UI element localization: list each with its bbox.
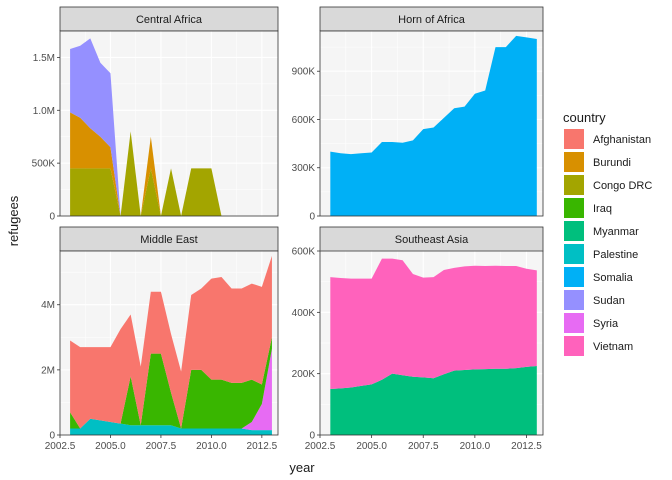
y-tick-label: 0 xyxy=(49,431,55,442)
area-horn-of-africa-somalia xyxy=(330,35,537,216)
legend-title: country xyxy=(563,110,606,125)
y-axis-title: refugees xyxy=(6,195,21,246)
legend-key-palestine xyxy=(564,244,584,264)
legend-key-iraq xyxy=(564,198,584,218)
panel-border-southeast-asia xyxy=(319,250,544,436)
legend-key-congo-drc xyxy=(564,175,584,195)
legend-key-burundi xyxy=(564,152,584,172)
legend-label: Vietnam xyxy=(593,341,633,353)
y-tick-label: 0 xyxy=(309,212,315,223)
y-tick-label: 600K xyxy=(292,247,316,258)
area-southeast-asia-vietnam xyxy=(330,258,537,389)
x-tick-label: 2002.5 xyxy=(305,441,336,452)
x-tick-label: 2002.5 xyxy=(45,441,76,452)
legend-label: Sudan xyxy=(593,295,625,307)
legend-label: Somalia xyxy=(593,272,634,284)
legend-label: Burundi xyxy=(593,157,631,169)
facet-strip-southeast-asia xyxy=(319,226,544,252)
y-tick-label: 4M xyxy=(41,300,55,311)
area-southeast-asia-myanmar xyxy=(330,366,537,435)
area-middle-east-syria xyxy=(70,348,272,431)
y-tick-label: 600K xyxy=(292,115,316,126)
legend-label: Congo DRC xyxy=(593,180,652,192)
legend-label: Palestine xyxy=(593,249,638,261)
area-central-africa-sudan xyxy=(70,38,272,217)
x-tick-label: 2012.5 xyxy=(511,441,542,452)
x-tick-label: 2007.5 xyxy=(408,441,439,452)
legend-key-somalia xyxy=(564,267,584,287)
x-tick-label: 2005.0 xyxy=(356,441,387,452)
legend-key-afghanistan xyxy=(564,129,584,149)
legend-label: Iraq xyxy=(593,203,612,215)
panel-border-horn-of-africa xyxy=(319,30,544,217)
x-axis-title: year xyxy=(289,460,315,475)
legend-key-syria xyxy=(564,313,584,333)
legend-label: Myanmar xyxy=(593,226,639,238)
legend-key-myanmar xyxy=(564,221,584,241)
area-middle-east-afghanistan xyxy=(70,255,272,429)
x-tick-label: 2010.0 xyxy=(196,441,227,452)
y-tick-label: 1.5M xyxy=(33,53,55,64)
y-tick-label: 1.0M xyxy=(33,106,55,117)
facet-strip-middle-east xyxy=(59,226,279,252)
legend-label: Afghanistan xyxy=(593,134,651,146)
x-tick-label: 2005.0 xyxy=(95,441,126,452)
facet-title-southeast-asia: Southeast Asia xyxy=(395,234,469,246)
y-tick-label: 2M xyxy=(41,365,55,376)
y-tick-label: 400K xyxy=(292,308,316,319)
panel-border-middle-east xyxy=(59,250,279,436)
y-tick-label: 0 xyxy=(49,212,55,223)
x-tick-label: 2010.0 xyxy=(460,441,491,452)
y-tick-label: 200K xyxy=(292,369,316,380)
legend-key-vietnam xyxy=(564,336,584,356)
facet-title-central-africa: Central Africa xyxy=(136,14,203,26)
x-tick-label: 2007.5 xyxy=(146,441,177,452)
y-tick-label: 500K xyxy=(32,159,56,170)
facet-title-horn-of-africa: Horn of Africa xyxy=(398,14,466,26)
facet-strip-horn-of-africa xyxy=(319,6,544,32)
y-tick-label: 300K xyxy=(292,163,316,174)
area-central-africa-congo-drc xyxy=(70,131,272,216)
area-central-africa-burundi xyxy=(70,112,272,216)
legend-label: Syria xyxy=(593,318,619,330)
facet-strip-central-africa xyxy=(59,6,279,32)
y-tick-label: 900K xyxy=(292,67,316,78)
area-middle-east-palestine xyxy=(70,418,272,435)
panel-border-central-africa xyxy=(59,30,279,217)
x-tick-label: 2012.5 xyxy=(247,441,278,452)
facet-title-middle-east: Middle East xyxy=(140,234,197,246)
y-tick-label: 0 xyxy=(309,431,315,442)
area-middle-east-iraq xyxy=(70,337,272,429)
legend-key-sudan xyxy=(564,290,584,310)
